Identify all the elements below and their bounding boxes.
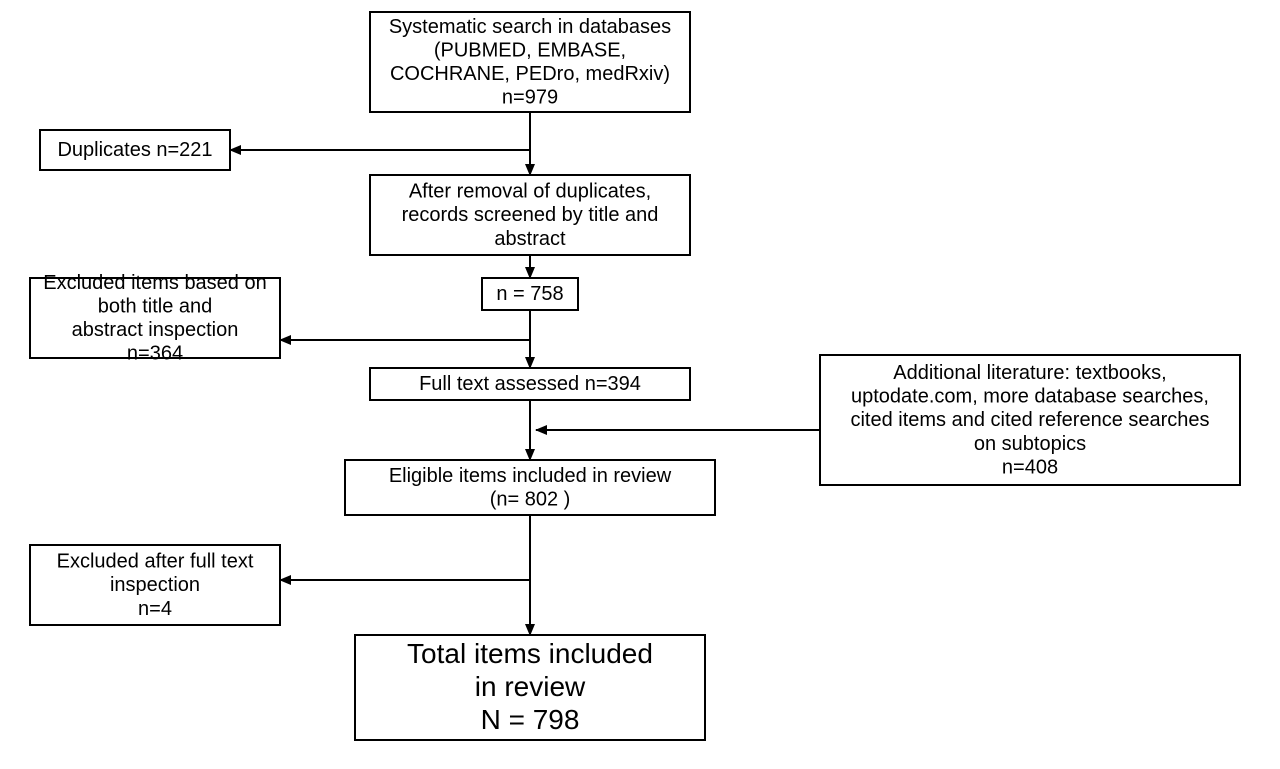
- node-fulltext: Full text assessed n=394: [370, 368, 690, 400]
- node-text-excl_ft-line1: inspection: [110, 574, 200, 596]
- prisma-flowchart: Systematic search in databases(PUBMED, E…: [0, 0, 1280, 769]
- node-total: Total items includedin reviewN = 798: [355, 635, 705, 740]
- node-text-excl_ft-line2: n=4: [138, 598, 172, 620]
- node-screened: After removal of duplicates,records scre…: [370, 175, 690, 255]
- nodes-layer: Systematic search in databases(PUBMED, E…: [30, 12, 1240, 740]
- node-text-search-line3: n=979: [502, 87, 558, 109]
- node-text-screened-line2: abstract: [494, 228, 566, 250]
- node-text-n758-line0: n = 758: [496, 283, 563, 305]
- node-text-total-line0: Total items included: [407, 638, 653, 669]
- node-text-eligible-line1: (n= 802 ): [490, 489, 571, 511]
- node-search: Systematic search in databases(PUBMED, E…: [370, 12, 690, 112]
- node-dup: Duplicates n=221: [40, 130, 230, 170]
- node-eligible: Eligible items included in review(n= 802…: [345, 460, 715, 515]
- node-excl_ft: Excluded after full textinspectionn=4: [30, 545, 280, 625]
- node-text-total-line2: N = 798: [481, 704, 580, 735]
- node-text-excl_abs-line0: Excluded items based on: [43, 272, 266, 294]
- node-text-eligible-line0: Eligible items included in review: [389, 465, 672, 487]
- node-text-search-line0: Systematic search in databases: [389, 16, 671, 38]
- node-excl_abs: Excluded items based onboth title andabs…: [30, 272, 280, 365]
- node-text-addlit-line0: Additional literature: textbooks,: [893, 362, 1167, 384]
- node-text-screened-line1: records screened by title and: [402, 204, 659, 226]
- node-text-total-line1: in review: [475, 671, 586, 702]
- node-text-addlit-line4: n=408: [1002, 456, 1058, 478]
- node-text-excl_abs-line1: both title and: [98, 295, 213, 317]
- node-text-addlit-line2: cited items and cited reference searches: [850, 409, 1209, 431]
- node-text-screened-line0: After removal of duplicates,: [409, 181, 651, 203]
- node-text-excl_abs-line3: n=364: [127, 343, 183, 365]
- node-text-excl_abs-line2: abstract inspection: [72, 319, 239, 341]
- node-text-search-line2: COCHRANE, PEDro, medRxiv): [390, 63, 670, 85]
- node-n758: n = 758: [482, 278, 578, 310]
- node-text-search-line1: (PUBMED, EMBASE,: [434, 39, 626, 61]
- node-text-fulltext-line0: Full text assessed n=394: [419, 373, 641, 395]
- node-text-excl_ft-line0: Excluded after full text: [57, 551, 254, 573]
- node-text-addlit-line1: uptodate.com, more database searches,: [851, 386, 1209, 408]
- node-text-addlit-line3: on subtopics: [974, 433, 1086, 455]
- node-text-dup-line0: Duplicates n=221: [57, 139, 212, 161]
- node-addlit: Additional literature: textbooks,uptodat…: [820, 355, 1240, 485]
